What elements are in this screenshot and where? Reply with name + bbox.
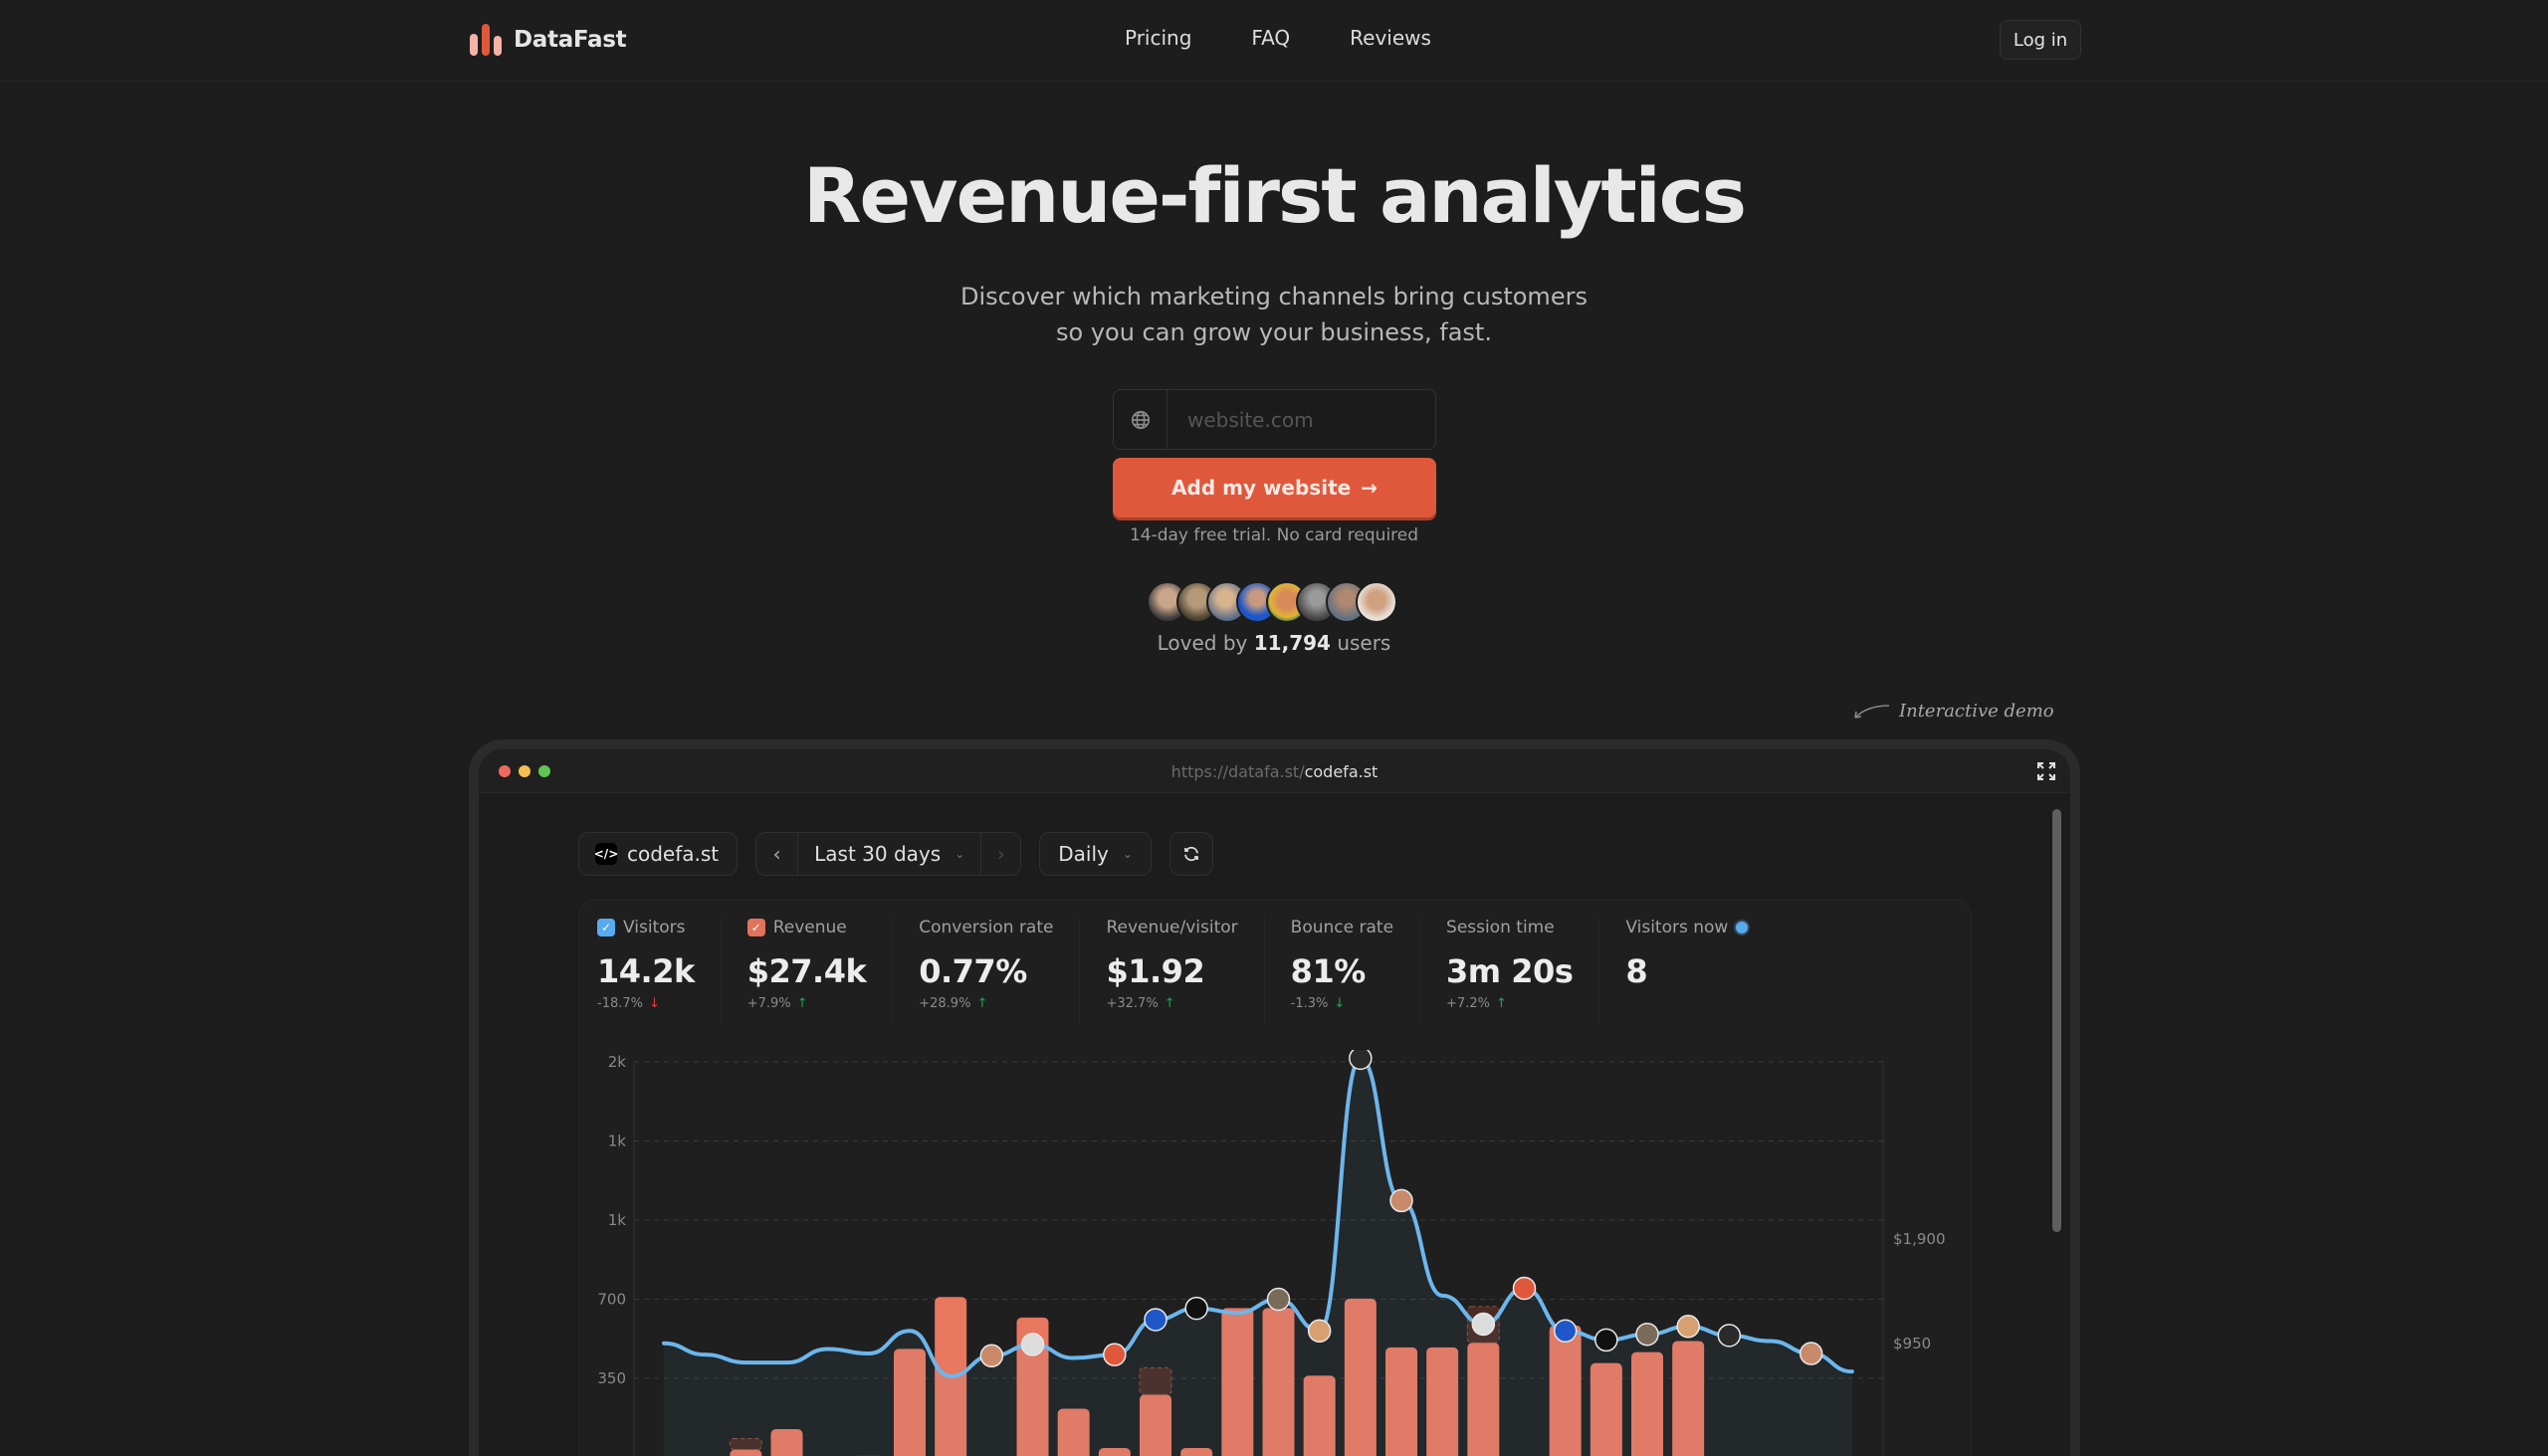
arrow-up-icon: ↑: [1496, 996, 1507, 1011]
previous-period-button[interactable]: ‹: [756, 833, 798, 875]
website-input[interactable]: [1168, 390, 1435, 449]
globe-icon: [1114, 390, 1168, 449]
stat-bounce-rate[interactable]: Bounce rate 81% -1.3% ↓: [1291, 917, 1420, 1024]
top-nav: DataFast Pricing FAQ Reviews Log in: [0, 0, 2548, 82]
demo-scrollbar[interactable]: [2052, 809, 2061, 1232]
stat-value: 3m 20s: [1446, 952, 1573, 990]
url-prefix: https://datafa.st/: [1171, 762, 1305, 781]
loved-by-text: Loved by 11,794 users: [0, 631, 2548, 655]
stat-delta: -1.3%: [1291, 996, 1329, 1011]
brand-name: DataFast: [514, 27, 626, 53]
url-site: codefa.st: [1305, 762, 1379, 781]
address-bar: https://datafa.st/codefa.st: [479, 762, 2070, 781]
stat-label: Bounce rate: [1291, 918, 1393, 937]
site-selector[interactable]: </> codefa.st: [578, 832, 738, 876]
svg-text:350: 350: [597, 1369, 626, 1387]
svg-text:1k: 1k: [608, 1211, 627, 1229]
visitors-checkbox[interactable]: ✓: [597, 919, 615, 936]
arrow-up-icon: ↑: [797, 996, 808, 1011]
revenue-checkbox[interactable]: ✓: [747, 919, 765, 936]
svg-text:$1,900: $1,900: [1893, 1230, 1946, 1248]
next-period-button[interactable]: ›: [980, 833, 1020, 875]
stat-value: 81%: [1291, 952, 1393, 990]
hero-subtitle-line-1: Discover which marketing channels bring …: [0, 279, 2548, 314]
bar-chart-logo-icon: [470, 24, 502, 56]
stat-value: 14.2k: [597, 952, 695, 990]
stats-row: ✓ Visitors 14.2k -18.7% ↓ ✓ Revenue $27.4k …: [597, 917, 1800, 1024]
stat-label: Visitors: [623, 918, 685, 937]
granularity-label: Daily: [1058, 842, 1109, 866]
trial-note: 14-day free trial. No card required: [0, 525, 2548, 545]
arrow-up-icon: ↑: [976, 996, 987, 1011]
stat-conversion-rate[interactable]: Conversion rate 0.77% +28.9% ↑: [919, 917, 1080, 1024]
interactive-demo-note: Interactive demo: [1851, 701, 2054, 722]
add-website-label: Add my website: [1171, 476, 1351, 500]
stat-revenue-per-visitor[interactable]: Revenue/visitor $1.92 +32.7% ↑: [1106, 917, 1264, 1024]
arrow-down-icon: ↓: [1334, 996, 1345, 1011]
avatar: [1356, 581, 1397, 623]
stat-revenue[interactable]: ✓ Revenue $27.4k +7.9% ↑: [747, 917, 894, 1024]
nav-link-pricing[interactable]: Pricing: [1125, 26, 1191, 50]
stat-visitors[interactable]: ✓ Visitors 14.2k -18.7% ↓: [597, 917, 722, 1024]
code-icon: </>: [595, 843, 617, 865]
stat-label: Visitors now: [1625, 918, 1728, 937]
nav-link-reviews[interactable]: Reviews: [1350, 26, 1431, 50]
date-range-label: Last 30 days: [814, 842, 941, 866]
granularity-dropdown[interactable]: Daily ⌄: [1039, 832, 1152, 876]
stat-delta: +32.7%: [1106, 996, 1158, 1011]
stat-label: Session time: [1446, 918, 1555, 937]
curved-arrow-icon: [1851, 702, 1891, 722]
refresh-button[interactable]: [1169, 832, 1213, 876]
stat-label: Conversion rate: [919, 918, 1053, 937]
svg-text:2k: 2k: [608, 1053, 627, 1071]
stat-delta: +7.9%: [747, 996, 791, 1011]
stat-delta: +7.2%: [1446, 996, 1490, 1011]
website-input-group: [1113, 389, 1436, 450]
chevron-left-icon: ‹: [773, 842, 781, 866]
svg-text:1k: 1k: [608, 1133, 627, 1150]
svg-text:$950: $950: [1893, 1335, 1931, 1352]
arrow-right-icon: →: [1361, 476, 1378, 500]
browser-titlebar: https://datafa.st/codefa.st: [479, 749, 2070, 793]
nav-link-faq[interactable]: FAQ: [1251, 26, 1290, 50]
stat-value: 8: [1625, 952, 1748, 990]
date-range-control: ‹ Last 30 days ⌄ ›: [755, 832, 1021, 876]
visitors-revenue-chart[interactable]: 2k 1k 1k 700 350 $1,900 $950: [579, 1050, 1973, 1456]
stat-label: Revenue: [773, 918, 847, 937]
analytics-panel: ✓ Visitors 14.2k -18.7% ↓ ✓ Revenue $27.4k …: [578, 900, 1972, 1456]
hero-title: Revenue-first analytics: [0, 151, 2548, 240]
hero-subtitle: Discover which marketing channels bring …: [0, 279, 2548, 350]
loved-prefix: Loved by: [1158, 631, 1248, 655]
arrow-up-icon: ↑: [1165, 996, 1175, 1011]
brand-logo[interactable]: DataFast: [470, 24, 626, 56]
svg-text:700: 700: [597, 1291, 626, 1309]
stat-visitors-now[interactable]: Visitors now 8: [1625, 917, 1774, 1024]
stat-value: $27.4k: [747, 952, 867, 990]
stat-value: $1.92: [1106, 952, 1237, 990]
chevron-down-icon: ⌄: [1123, 847, 1133, 861]
site-name: codefa.st: [627, 842, 719, 866]
arrow-down-icon: ↓: [649, 996, 660, 1011]
chevron-right-icon: ›: [997, 842, 1005, 866]
demo-browser-window: https://datafa.st/codefa.st </> codefa.s…: [469, 739, 2080, 1456]
hero-subtitle-line-2: so you can grow your business, fast.: [0, 314, 2548, 350]
stat-label: Revenue/visitor: [1106, 918, 1237, 937]
stat-value: 0.77%: [919, 952, 1053, 990]
date-range-dropdown[interactable]: Last 30 days ⌄: [798, 833, 980, 875]
stat-session-time[interactable]: Session time 3m 20s +7.2% ↑: [1446, 917, 1599, 1024]
stat-delta: +28.9%: [919, 996, 970, 1011]
stat-delta: -18.7%: [597, 996, 643, 1011]
fullscreen-icon[interactable]: [2036, 761, 2056, 785]
user-avatars: [1147, 581, 1397, 623]
nav-links: Pricing FAQ Reviews: [1125, 26, 1431, 50]
interactive-demo-label: Interactive demo: [1899, 701, 2054, 722]
dashboard-toolbar: </> codefa.st ‹ Last 30 days ⌄ › Daily ⌄: [578, 832, 1213, 876]
chevron-down-icon: ⌄: [955, 847, 964, 861]
add-website-button[interactable]: Add my website →: [1113, 458, 1436, 518]
refresh-icon: [1182, 845, 1200, 863]
user-count: 11,794: [1254, 631, 1331, 655]
login-button[interactable]: Log in: [2000, 20, 2081, 60]
loved-suffix: users: [1337, 631, 1390, 655]
live-indicator-icon: [1736, 922, 1748, 934]
